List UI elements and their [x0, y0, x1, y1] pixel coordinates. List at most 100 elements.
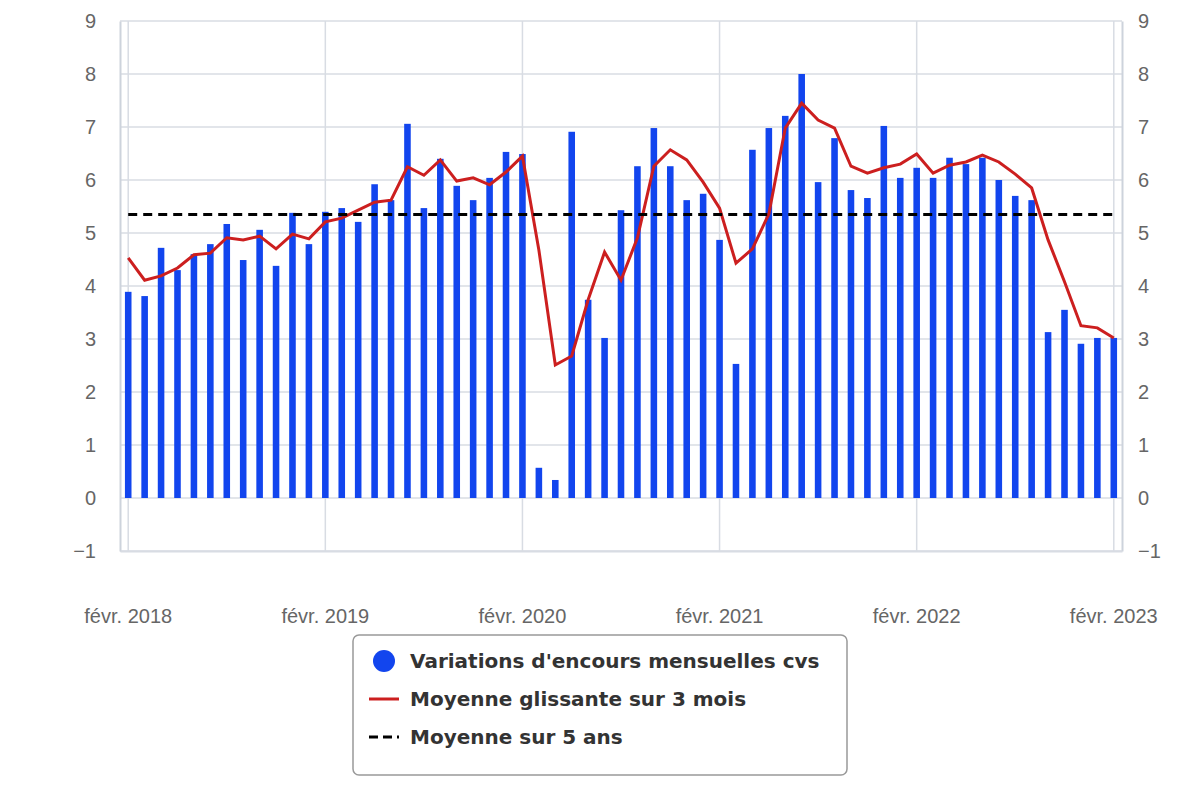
tick-label: 7	[1138, 116, 1149, 138]
legend: Variations d'encours mensuelles cvs Moyen…	[353, 635, 847, 775]
bar	[371, 184, 378, 498]
grid-line	[120, 20, 1122, 22]
bar	[256, 230, 263, 498]
bar	[881, 126, 888, 498]
tick-label: févr. 2020	[479, 605, 567, 627]
bar	[306, 244, 313, 498]
bar	[700, 194, 707, 498]
bar	[601, 338, 608, 498]
bar	[864, 198, 871, 498]
tick-label: 1	[1138, 434, 1149, 456]
chart: −1 0 1 2 3 4 5 6 7 8 9 −1 0 1 2 3 4 5 6 7 8 9 févr. 2018 févr. …	[0, 0, 1200, 800]
line	[128, 103, 1114, 365]
bars	[125, 74, 1117, 498]
legend-label: Variations d'encours mensuelles cvs	[410, 649, 819, 673]
bar	[634, 166, 641, 498]
grid-line	[120, 179, 1122, 181]
bar	[996, 180, 1003, 498]
tick-label: 0	[1138, 487, 1149, 509]
bar	[503, 152, 510, 498]
bar	[815, 182, 822, 498]
bar	[1094, 338, 1101, 498]
bar	[338, 208, 345, 498]
bar	[552, 480, 559, 498]
bar	[618, 210, 625, 498]
tick: 5	[85, 222, 120, 244]
tick: 3	[1122, 328, 1149, 350]
tick: 1	[85, 434, 120, 456]
bar	[158, 248, 165, 498]
tick: 3	[85, 328, 120, 350]
bar	[437, 159, 444, 498]
tick-label: 4	[85, 275, 96, 297]
bar	[141, 296, 148, 498]
tick-label: 9	[85, 10, 96, 32]
tick-label: 4	[1138, 275, 1149, 297]
bar	[568, 132, 575, 498]
tick-label: 8	[85, 63, 96, 85]
x-axis: févr. 2018févr. 2019févr. 2020févr. 2021…	[84, 551, 1157, 627]
tick-label: 8	[1138, 63, 1149, 85]
y-axis: −1 0 1 2 3 4 5 6 7 8 9	[73, 10, 120, 562]
tick: 6	[85, 169, 120, 191]
bar	[519, 154, 526, 498]
bar	[1078, 344, 1085, 498]
bar	[683, 200, 690, 498]
legend-symbol	[369, 736, 399, 739]
tick: 0	[1122, 487, 1149, 509]
grid-line	[120, 73, 1122, 75]
y-axis-right: −1 0 1 2 3 4 5 6 7 8 9	[1122, 10, 1161, 562]
grid-line	[120, 126, 1122, 128]
tick-label: févr. 2018	[84, 605, 172, 627]
tick: 9	[85, 10, 120, 32]
tick: 2	[85, 381, 120, 403]
tick: −1	[1122, 540, 1161, 562]
tick: 7	[1122, 116, 1149, 138]
tick-label: 2	[1138, 381, 1149, 403]
bar	[782, 116, 789, 498]
bar	[913, 168, 920, 498]
bar	[1061, 310, 1068, 498]
tick-label: 0	[85, 487, 96, 509]
tick: 6	[1122, 169, 1149, 191]
bar	[240, 260, 247, 498]
bar	[831, 138, 838, 498]
bar	[404, 124, 411, 498]
tick: 2	[1122, 381, 1149, 403]
bar	[174, 270, 181, 498]
tick: févr. 2023	[1070, 551, 1158, 627]
tick-label: 9	[1138, 10, 1149, 32]
tick-label: 6	[1138, 169, 1149, 191]
bar	[536, 468, 543, 498]
tick-label: 7	[85, 116, 96, 138]
bar	[930, 178, 937, 498]
grid-line	[120, 550, 1122, 552]
axis-line	[1122, 22, 1124, 552]
tick-label: févr. 2023	[1070, 605, 1158, 627]
tick: 9	[1122, 10, 1149, 32]
bar	[798, 74, 805, 498]
axis-line	[120, 22, 122, 552]
tick: févr. 2018	[84, 551, 172, 627]
tick-label: 6	[85, 169, 96, 191]
legend-label: Moyenne sur 5 ans	[410, 725, 623, 749]
bar	[1045, 332, 1052, 498]
tick-label: 5	[1138, 222, 1149, 244]
bar	[897, 178, 904, 498]
bar	[470, 200, 477, 498]
bar	[289, 213, 296, 498]
tick: 0	[85, 487, 120, 509]
tick-label: févr. 2021	[676, 605, 764, 627]
bar	[1012, 196, 1019, 498]
tick: −1	[73, 540, 120, 562]
bar	[273, 266, 280, 498]
grid	[120, 21, 1122, 551]
legend-symbol	[369, 698, 399, 701]
tick-label: 1	[85, 434, 96, 456]
tick: 1	[1122, 434, 1149, 456]
tick-label: 3	[1138, 328, 1149, 350]
tick: 4	[85, 275, 120, 297]
tick-label: 3	[85, 328, 96, 350]
axis-line	[121, 551, 1123, 553]
tick-label: 5	[85, 222, 96, 244]
